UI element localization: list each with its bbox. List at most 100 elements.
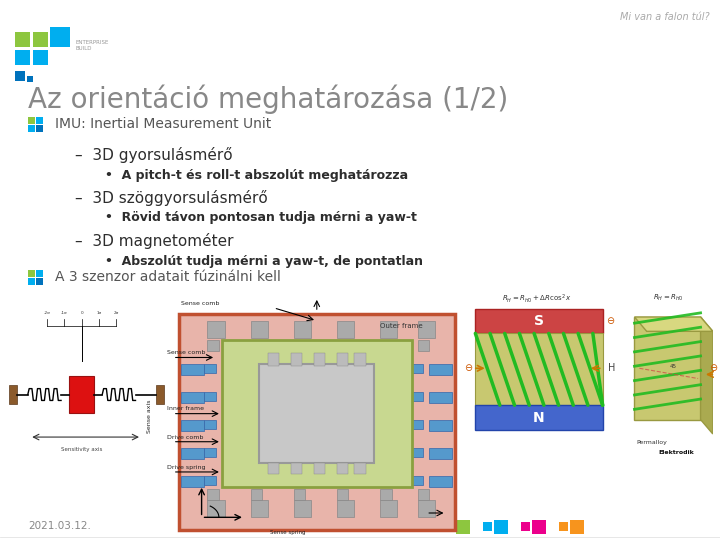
FancyBboxPatch shape	[268, 463, 279, 474]
Text: $R_H=R_{H0}+\Delta R\cos^2 x$: $R_H=R_{H0}+\Delta R\cos^2 x$	[502, 292, 572, 305]
FancyBboxPatch shape	[204, 420, 216, 429]
Text: ⊖: ⊖	[708, 363, 717, 373]
FancyBboxPatch shape	[412, 392, 423, 401]
FancyBboxPatch shape	[337, 321, 354, 338]
FancyBboxPatch shape	[418, 489, 429, 500]
FancyBboxPatch shape	[28, 117, 35, 124]
FancyBboxPatch shape	[27, 76, 33, 82]
FancyBboxPatch shape	[429, 392, 452, 403]
FancyBboxPatch shape	[294, 321, 311, 338]
FancyBboxPatch shape	[494, 520, 508, 534]
FancyBboxPatch shape	[412, 364, 423, 373]
Text: •  A pitch-t és roll-t abszolút meghatározza: • A pitch-t és roll-t abszolút meghatáro…	[105, 168, 408, 181]
Text: -1σ: -1σ	[61, 312, 68, 315]
FancyBboxPatch shape	[207, 340, 219, 351]
Text: BUILD: BUILD	[75, 46, 91, 51]
FancyBboxPatch shape	[181, 448, 204, 459]
FancyBboxPatch shape	[314, 463, 325, 474]
FancyBboxPatch shape	[475, 333, 603, 405]
Text: N: N	[534, 410, 545, 424]
FancyBboxPatch shape	[429, 476, 452, 487]
FancyBboxPatch shape	[418, 340, 429, 351]
Text: ⊖: ⊖	[464, 363, 472, 373]
FancyBboxPatch shape	[475, 405, 603, 430]
Text: –  3D magnetométer: – 3D magnetométer	[75, 233, 233, 249]
FancyBboxPatch shape	[207, 489, 219, 500]
FancyBboxPatch shape	[181, 420, 204, 431]
FancyBboxPatch shape	[337, 353, 348, 366]
FancyBboxPatch shape	[456, 520, 470, 534]
Text: –  3D szöggyorsulásmérő: – 3D szöggyorsulásmérő	[75, 190, 268, 206]
FancyBboxPatch shape	[429, 364, 452, 375]
FancyBboxPatch shape	[294, 489, 305, 500]
Text: •  Abszolút tudja mérni a yaw-t, de pontatlan: • Abszolút tudja mérni a yaw-t, de ponta…	[105, 254, 423, 267]
Polygon shape	[634, 317, 713, 332]
FancyBboxPatch shape	[354, 463, 366, 474]
FancyBboxPatch shape	[15, 50, 30, 65]
FancyBboxPatch shape	[204, 392, 216, 401]
FancyBboxPatch shape	[50, 27, 70, 47]
FancyBboxPatch shape	[429, 448, 452, 459]
Text: 1σ: 1σ	[96, 312, 102, 315]
FancyBboxPatch shape	[380, 340, 392, 351]
FancyBboxPatch shape	[28, 125, 35, 132]
FancyBboxPatch shape	[559, 522, 568, 531]
FancyBboxPatch shape	[380, 500, 397, 517]
Text: Sense axis: Sense axis	[148, 399, 152, 433]
FancyBboxPatch shape	[475, 309, 603, 333]
FancyBboxPatch shape	[36, 125, 43, 132]
Text: Inner frame: Inner frame	[167, 407, 204, 411]
FancyBboxPatch shape	[570, 520, 584, 534]
FancyBboxPatch shape	[156, 385, 164, 404]
FancyBboxPatch shape	[294, 340, 305, 351]
FancyBboxPatch shape	[9, 385, 17, 404]
FancyBboxPatch shape	[36, 117, 43, 124]
FancyBboxPatch shape	[69, 376, 94, 414]
Text: •  Rövid távon pontosan tudja mérni a yaw-t: • Rövid távon pontosan tudja mérni a yaw…	[105, 212, 417, 225]
Text: Drive spring: Drive spring	[167, 465, 205, 470]
Text: Drive comb: Drive comb	[167, 435, 204, 440]
FancyBboxPatch shape	[251, 489, 262, 500]
FancyBboxPatch shape	[222, 340, 412, 487]
Text: Sense comb: Sense comb	[167, 350, 205, 355]
FancyBboxPatch shape	[418, 321, 435, 338]
FancyBboxPatch shape	[28, 278, 35, 285]
Text: Az orientáció meghatározása (1/2): Az orientáció meghatározása (1/2)	[28, 85, 508, 114]
FancyBboxPatch shape	[294, 500, 311, 517]
FancyBboxPatch shape	[15, 32, 30, 47]
FancyBboxPatch shape	[181, 364, 204, 375]
Text: Permalloy: Permalloy	[636, 440, 667, 445]
Text: 2021.03.12.: 2021.03.12.	[28, 521, 91, 531]
FancyBboxPatch shape	[337, 489, 348, 500]
Text: 45: 45	[670, 364, 677, 369]
Text: ENTERPRISE: ENTERPRISE	[75, 40, 109, 45]
FancyBboxPatch shape	[483, 522, 492, 531]
Text: -2σ: -2σ	[43, 312, 50, 315]
FancyBboxPatch shape	[445, 522, 454, 531]
Text: Sense comb: Sense comb	[181, 301, 220, 306]
Text: $R_H=R_{H0}$: $R_H=R_{H0}$	[653, 292, 684, 302]
FancyBboxPatch shape	[337, 340, 348, 351]
FancyBboxPatch shape	[412, 448, 423, 457]
FancyBboxPatch shape	[259, 364, 374, 463]
Text: 10: 10	[383, 521, 397, 531]
FancyBboxPatch shape	[291, 463, 302, 474]
FancyBboxPatch shape	[314, 353, 325, 366]
FancyBboxPatch shape	[204, 448, 216, 457]
Polygon shape	[701, 317, 713, 434]
FancyBboxPatch shape	[204, 476, 216, 485]
FancyBboxPatch shape	[521, 522, 530, 531]
Text: ⊖: ⊖	[606, 316, 614, 326]
Text: Sense spring: Sense spring	[270, 530, 306, 535]
Text: 0: 0	[81, 312, 83, 315]
Text: Outer frame: Outer frame	[380, 323, 423, 329]
Text: Elektrodik: Elektrodik	[658, 450, 694, 455]
Polygon shape	[634, 317, 701, 420]
FancyBboxPatch shape	[429, 420, 452, 431]
FancyBboxPatch shape	[204, 364, 216, 373]
FancyBboxPatch shape	[380, 321, 397, 338]
FancyBboxPatch shape	[251, 500, 268, 517]
FancyBboxPatch shape	[28, 270, 35, 277]
FancyBboxPatch shape	[33, 32, 48, 47]
FancyBboxPatch shape	[412, 420, 423, 429]
